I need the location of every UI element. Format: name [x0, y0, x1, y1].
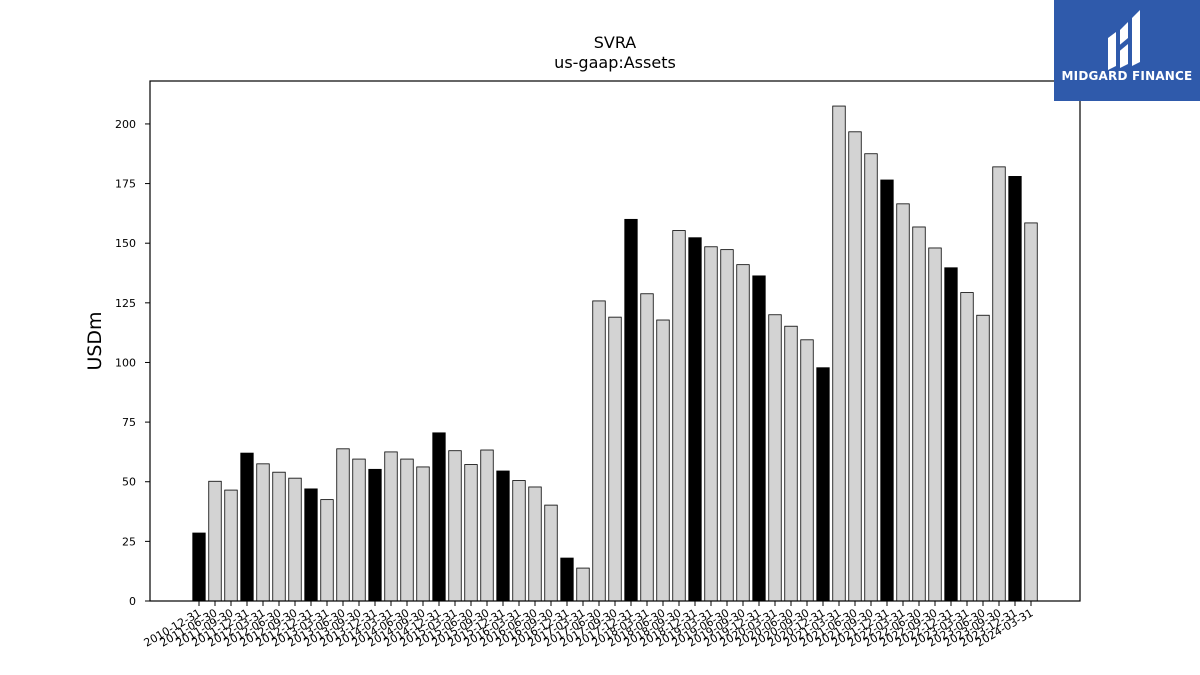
- plot-frame: [149, 80, 1081, 602]
- bar-2013-09-30: [352, 458, 366, 602]
- bar-2017-12-31: [624, 218, 638, 602]
- y-tick-label-75: 75: [122, 416, 136, 429]
- bar-2017-03-31: [576, 567, 590, 602]
- bar-2015-12-31: [496, 470, 510, 602]
- y-tick-label-200: 200: [115, 118, 136, 131]
- y-tick-label-175: 175: [115, 178, 136, 191]
- bar-2019-06-30: [720, 249, 734, 602]
- bar-2022-09-30: [928, 247, 942, 602]
- bar-2022-06-30: [912, 226, 926, 602]
- bar-2023-06-30: [976, 314, 990, 602]
- bar-2020-09-30: [800, 339, 814, 602]
- y-tick-label-25: 25: [122, 535, 136, 548]
- bar-2020-06-30: [784, 325, 798, 602]
- y-tick-label-150: 150: [115, 237, 136, 250]
- bar-2014-03-31: [384, 451, 398, 602]
- bar-2011-12-31: [240, 452, 254, 602]
- logo-text: MIDGARD FINANCE: [1061, 69, 1193, 83]
- chart-subtitle: us-gaap:Assets: [554, 53, 676, 72]
- y-tick-label-125: 125: [115, 297, 136, 310]
- bar-2023-03-31: [960, 292, 974, 602]
- bar-2022-12-31: [944, 267, 958, 602]
- bar-2023-12-31: [1008, 176, 1022, 602]
- bar-2013-06-30: [336, 448, 350, 602]
- bar-2011-06-30: [208, 480, 222, 602]
- bar-2018-09-30: [672, 230, 686, 602]
- bar-2020-03-31: [768, 314, 782, 602]
- bar-2021-09-30: [864, 153, 878, 602]
- bar-2018-06-30: [656, 319, 670, 602]
- y-tick-label-100: 100: [115, 356, 136, 369]
- bar-2021-12-31: [880, 179, 894, 602]
- bar-2024-03-31: [1024, 222, 1038, 602]
- bar-2014-06-30: [400, 458, 414, 602]
- x-axis: 2010-12-312011-06-302011-09-302011-12-31…: [142, 601, 1036, 650]
- bar-2018-03-31: [640, 293, 654, 602]
- bar-group: [192, 105, 1038, 602]
- bar-2016-12-31: [560, 557, 574, 602]
- bar-2012-03-31: [256, 463, 270, 602]
- bar-2016-09-30: [544, 504, 558, 602]
- bar-2015-09-30: [480, 449, 494, 602]
- bar-2017-09-30: [608, 316, 622, 602]
- bar-2016-03-31: [512, 480, 526, 602]
- bar-2012-09-30: [288, 477, 302, 602]
- bar-2023-09-30: [992, 166, 1006, 602]
- y-tick-label-50: 50: [122, 476, 136, 489]
- bar-2014-09-30: [416, 466, 430, 602]
- bar-2016-06-30: [528, 486, 542, 602]
- chart-title: SVRA: [593, 33, 637, 52]
- y-axis: 0 25 50 75 100 125 150 175 200: [115, 118, 150, 608]
- y-axis-label: USDm: [84, 311, 106, 370]
- bar-2018-12-31: [688, 237, 702, 602]
- bar-2022-03-31: [896, 203, 910, 602]
- midgard-logo-icon: [1108, 10, 1140, 70]
- bar-2020-12-31: [816, 367, 830, 602]
- bar-2010-12-31: [192, 532, 206, 602]
- bar-2012-12-31: [304, 488, 318, 602]
- bar-2012-06-30: [272, 471, 286, 602]
- brand-logo: MIDGARD FINANCE: [1054, 0, 1200, 101]
- bar-2021-06-30: [848, 131, 862, 602]
- bar-2017-06-30: [592, 300, 606, 602]
- bar-2013-12-31: [368, 468, 382, 602]
- bar-2021-03-31: [832, 105, 846, 602]
- bar-2019-09-30: [736, 264, 750, 602]
- bar-2011-09-30: [224, 489, 238, 602]
- y-tick-label-0: 0: [129, 595, 136, 608]
- bar-2019-03-31: [704, 246, 718, 602]
- bar-2015-03-31: [448, 450, 462, 602]
- bar-2019-12-31: [752, 275, 766, 602]
- bar-2014-12-31: [432, 432, 446, 602]
- bar-2015-06-30: [464, 464, 478, 602]
- bar-2013-03-31: [320, 499, 334, 602]
